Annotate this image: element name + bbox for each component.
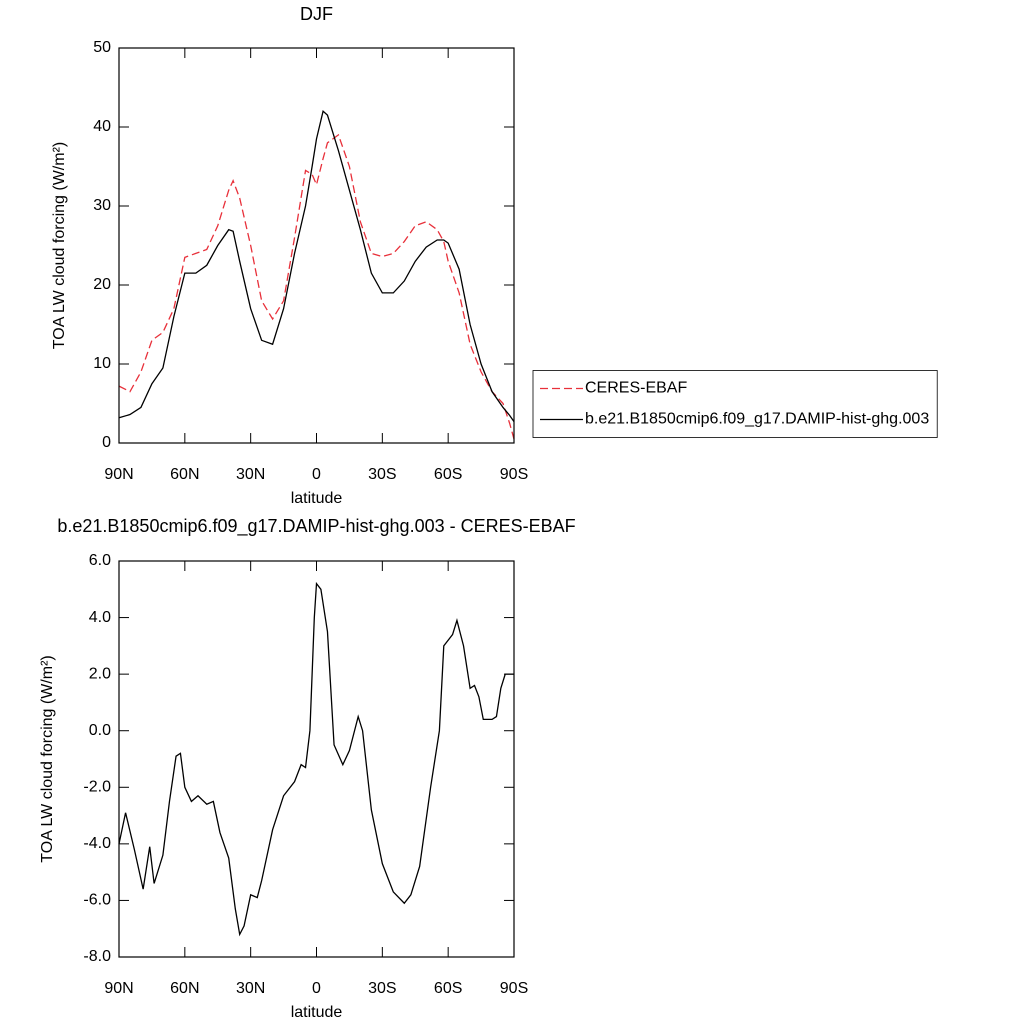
x-axis-label: latitude — [291, 490, 343, 507]
y-tick-label: 10 — [93, 355, 111, 372]
y-tick-label: 0 — [102, 434, 111, 451]
x-tick-label: 30S — [368, 466, 396, 483]
y-tick-label: 30 — [93, 197, 111, 214]
data-line — [118, 109, 515, 423]
legend-label: CERES-EBAF — [585, 380, 687, 397]
x-tick-label: 60N — [170, 466, 199, 483]
chart-title: DJF — [300, 4, 333, 24]
x-tick-label: 30S — [368, 980, 396, 997]
x-tick-label: 90N — [104, 466, 133, 483]
chart-title: b.e21.B1850cmip6.f09_g17.DAMIP-hist-ghg.… — [57, 516, 575, 537]
y-tick-label: 50 — [93, 39, 111, 56]
x-tick-label: 0 — [312, 980, 321, 997]
plot-frame — [118, 560, 515, 958]
x-tick-label: 90S — [500, 980, 528, 997]
data-line — [118, 133, 515, 440]
legend-box — [532, 370, 938, 438]
x-tick-label: 30N — [236, 466, 265, 483]
x-tick-label: 90S — [500, 466, 528, 483]
y-tick-label: 2.0 — [89, 665, 111, 682]
legend-label: b.e21.B1850cmip6.f09_g17.DAMIP-hist-ghg.… — [585, 411, 929, 428]
x-axis-label: latitude — [291, 1004, 343, 1021]
x-tick-label: 0 — [312, 466, 321, 483]
x-tick-label: 90N — [104, 980, 133, 997]
plot-frame — [118, 47, 515, 444]
y-tick-label: 6.0 — [89, 552, 111, 569]
y-tick-label: -4.0 — [83, 835, 111, 852]
x-tick-label: 30N — [236, 980, 265, 997]
x-tick-label: 60S — [434, 466, 462, 483]
y-tick-label: -8.0 — [83, 948, 111, 965]
y-axis-label: TOA LW cloud forcing (W/m²) — [39, 655, 56, 862]
x-tick-label: 60S — [434, 980, 462, 997]
y-tick-label: -6.0 — [83, 892, 111, 909]
y-tick-label: 0.0 — [89, 722, 111, 739]
y-tick-label: -2.0 — [83, 779, 111, 796]
y-tick-label: 4.0 — [89, 609, 111, 626]
x-tick-label: 60N — [170, 980, 199, 997]
y-axis-label: TOA LW cloud forcing (W/m²) — [51, 142, 68, 349]
y-tick-label: 20 — [93, 276, 111, 293]
legend: CERES-EBAF b.e21.B1850cmip6.f09_g17.DAMIP… — [532, 370, 938, 438]
data-line — [118, 581, 514, 937]
y-tick-label: 40 — [93, 118, 111, 135]
